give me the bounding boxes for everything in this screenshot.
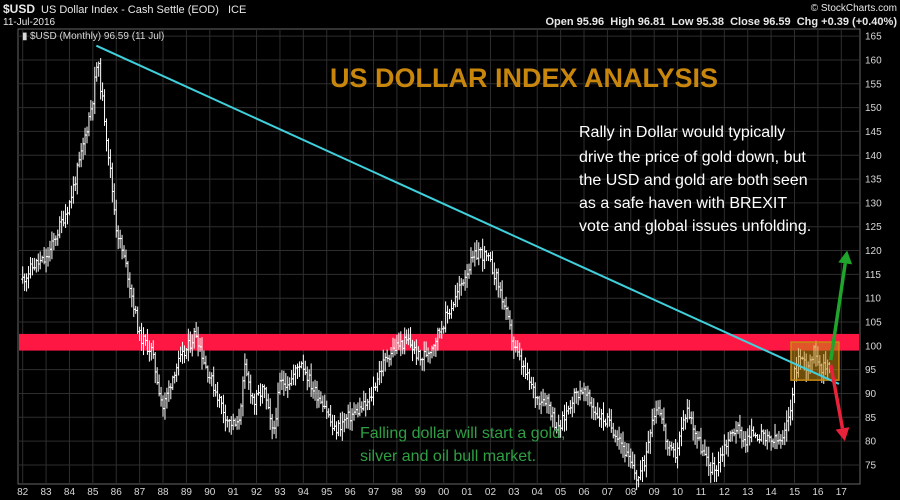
y-tick-label: 80: [865, 437, 877, 448]
y-tick-label: 155: [865, 79, 882, 90]
y-tick-label: 140: [865, 151, 882, 162]
x-tick-label: 12: [719, 487, 731, 498]
x-tick-label: 11: [696, 487, 707, 498]
x-tick-label: 89: [181, 487, 193, 498]
y-tick-label: 75: [865, 460, 877, 471]
note-line: vote and global issues unfolding.: [579, 218, 811, 235]
y-tick-label: 150: [865, 103, 882, 114]
upper-note: Rally in Dollar would typically drive th…: [579, 124, 811, 235]
x-tick-label: 10: [672, 487, 684, 498]
arrow-down-icon: [829, 364, 850, 442]
index-name: US Dollar Index - Cash Settle (EOD): [41, 4, 219, 16]
x-tick-label: 95: [321, 487, 333, 498]
arrow-down-icon-head: [835, 427, 850, 442]
x-tick-label: 15: [789, 487, 801, 498]
x-tick-label: 83: [41, 487, 53, 498]
resistance-band: [19, 333, 859, 351]
lower-note: Falling dollar will start a gold, silver…: [360, 425, 565, 465]
y-axis-ticks: 75 80 85 90 95 100 105 110 115 120 125 130 135 140 145…: [865, 32, 882, 472]
note-line: drive the price of gold down, but: [579, 149, 806, 166]
x-tick-label: 85: [87, 487, 99, 498]
x-tick-label: 99: [415, 487, 427, 498]
x-tick-label: 16: [812, 487, 824, 498]
x-tick-label: 96: [345, 487, 357, 498]
x-tick-label: 01: [462, 487, 474, 498]
x-tick-label: 05: [555, 487, 567, 498]
y-tick-label: 160: [865, 55, 882, 66]
x-axis-ticks: 82 83 84 85 86 87 88 89 90 91 92 93 94 95 96 97 98 99 00 01…: [17, 487, 847, 498]
x-tick-label: 88: [157, 487, 169, 498]
y-tick-label: 145: [865, 127, 882, 138]
x-tick-label: 92: [251, 487, 263, 498]
series-legend: $USD (Monthly) 96.59 (11 Jul): [30, 31, 164, 42]
note-line: silver and oil bull market.: [360, 448, 536, 465]
note-line: Rally in Dollar would typically: [579, 124, 785, 141]
x-tick-label: 03: [508, 487, 520, 498]
x-tick-label: 82: [17, 487, 29, 498]
note-line: as a safe haven with BREXIT: [579, 195, 787, 212]
legend-symbol-icon: ▮: [22, 31, 28, 42]
x-tick-label: 07: [602, 487, 614, 498]
x-tick-label: 86: [111, 487, 123, 498]
arrow-up-icon-head: [838, 250, 853, 265]
x-tick-label: 02: [485, 487, 497, 498]
y-tick-label: 85: [865, 413, 877, 424]
note-line: the USD and gold are both seen: [579, 172, 808, 189]
y-tick-label: 95: [865, 365, 877, 376]
note-line: Falling dollar will start a gold,: [360, 425, 565, 442]
y-tick-label: 120: [865, 246, 882, 257]
arrow-up-icon: [829, 250, 853, 361]
x-tick-label: 06: [578, 487, 590, 498]
arrow-up-icon-shaft: [829, 263, 847, 361]
exchange-label: ICE: [228, 4, 246, 16]
x-tick-label: 09: [649, 487, 661, 498]
x-tick-label: 13: [742, 487, 754, 498]
brand-label: © StockCharts.com: [811, 3, 897, 14]
x-tick-label: 04: [532, 487, 544, 498]
y-tick-label: 130: [865, 198, 882, 209]
x-tick-label: 91: [228, 487, 240, 498]
downtrend-line: [95, 44, 840, 385]
x-tick-label: 08: [625, 487, 637, 498]
x-tick-label: 97: [368, 487, 380, 498]
symbol-label: $USD: [3, 2, 35, 16]
x-tick-label: 90: [204, 487, 216, 498]
price-bars: [21, 58, 832, 491]
chart-title: US DOLLAR INDEX ANALYSIS: [330, 63, 718, 93]
x-tick-label: 14: [766, 487, 778, 498]
x-tick-label: 94: [298, 487, 310, 498]
grid: [18, 29, 860, 484]
x-tick-label: 98: [391, 487, 403, 498]
x-tick-label: 93: [274, 487, 286, 498]
plot-frame: [17, 28, 861, 485]
y-tick-label: 115: [865, 270, 881, 281]
date-label: 11-Jul-2016: [3, 17, 56, 28]
x-tick-label: 87: [134, 487, 146, 498]
y-tick-label: 165: [865, 32, 882, 43]
arrow-down-icon-shaft: [829, 364, 845, 429]
resistance-band-layer: [19, 333, 859, 351]
annotation-layer: [95, 44, 853, 442]
y-tick-label: 125: [865, 222, 882, 233]
y-tick-label: 110: [865, 294, 881, 305]
y-tick-label: 135: [865, 175, 882, 186]
ohlc-readout: Open 95.96 High 96.81 Low 95.38 Close 96…: [545, 16, 897, 28]
y-tick-label: 100: [865, 341, 882, 352]
x-tick-label: 84: [64, 487, 76, 498]
y-tick-label: 90: [865, 389, 877, 400]
x-tick-label: 17: [836, 487, 848, 498]
y-tick-label: 105: [865, 318, 882, 329]
x-tick-label: 00: [438, 487, 450, 498]
